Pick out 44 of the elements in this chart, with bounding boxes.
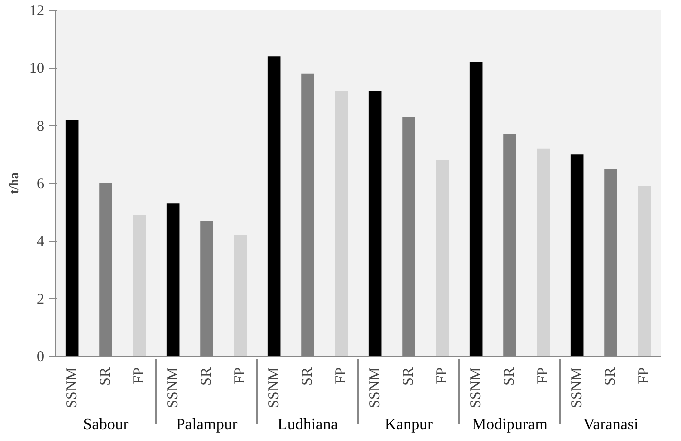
text: SR (502, 367, 518, 386)
bar (368, 91, 382, 356)
y-tick-label: 4 (37, 234, 45, 250)
text: FP (536, 367, 552, 384)
bar (570, 154, 584, 356)
bar (470, 62, 483, 356)
text: FP (434, 367, 451, 384)
text: SSNM (165, 367, 182, 408)
y-tick-label: 2 (37, 292, 44, 308)
text: SR (300, 367, 316, 386)
bar (436, 160, 450, 356)
bar (66, 120, 79, 356)
text: SSNM (266, 367, 282, 408)
text: SSNM (468, 367, 484, 408)
text: FP (636, 367, 653, 384)
bar (638, 186, 652, 356)
bar (133, 215, 146, 356)
text: FP (132, 367, 148, 384)
text: SR (401, 367, 417, 386)
bar (268, 56, 281, 356)
text: FP (334, 367, 350, 384)
text: SSNM (569, 367, 586, 408)
text: FP (232, 367, 249, 384)
y-axis-title: t/ha (6, 172, 22, 194)
bar (537, 148, 550, 356)
bar (234, 235, 248, 356)
x-tick-label: Varanasi (583, 416, 640, 434)
x-tick-label: Kanpur (385, 416, 434, 434)
text: SSNM (367, 367, 384, 408)
bar (166, 204, 180, 356)
bar (335, 91, 348, 356)
text: SR (98, 367, 114, 386)
x-tick-label: Sabour (83, 416, 130, 434)
y-tick-label: 12 (30, 4, 44, 20)
text: SR (603, 367, 619, 386)
text: SSNM (64, 367, 80, 408)
x-tick-label: Ludhiana (278, 416, 338, 434)
y-tick-label: 8 (37, 118, 44, 135)
x-tick-label: Palampur (176, 416, 238, 434)
y-tick-label: 10 (30, 61, 44, 78)
x-tick-label: Modipuram (472, 416, 548, 434)
y-tick-label: 6 (37, 176, 45, 192)
text: SR (199, 367, 215, 386)
y-tick-label: 0 (37, 350, 44, 366)
